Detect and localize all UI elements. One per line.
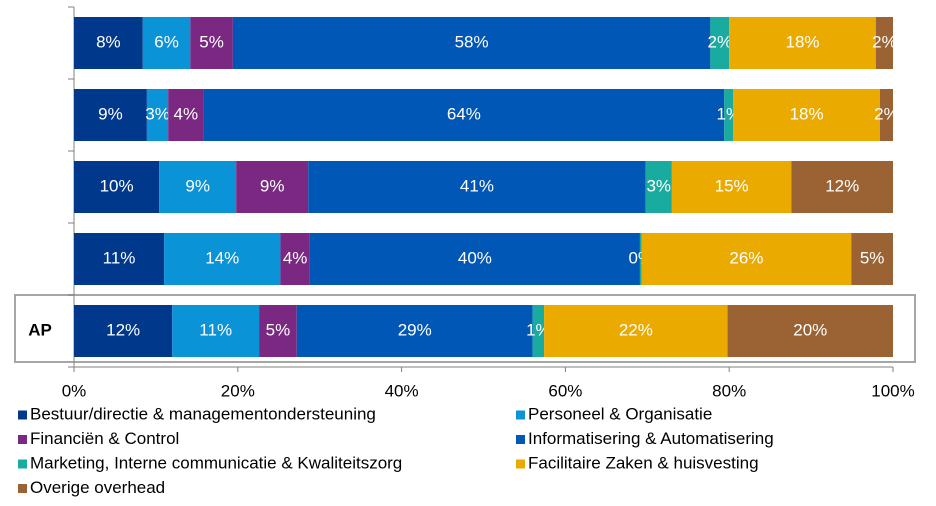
data-label: 12% — [825, 176, 859, 195]
bar-segment — [727, 305, 893, 357]
data-label: 10% — [100, 176, 134, 195]
bar-segment — [879, 89, 893, 141]
data-label: 41% — [460, 176, 494, 195]
legend-swatch — [18, 459, 27, 469]
bar-segment — [172, 305, 260, 357]
data-label: 40% — [458, 248, 492, 267]
legend-label: Bestuur/directie & managementondersteuni… — [30, 404, 376, 423]
legend-swatch — [516, 410, 525, 420]
bar-segment — [74, 305, 173, 357]
data-label: 3% — [646, 176, 671, 195]
bar-segment — [142, 17, 191, 69]
legend-label: Marketing, Interne communicatie & Kwalit… — [30, 453, 402, 472]
bar-segment — [309, 233, 640, 285]
bar-segment — [645, 161, 672, 213]
bar-segment — [791, 161, 893, 213]
legend-swatch — [516, 435, 525, 444]
bar-segment — [729, 17, 876, 69]
bar-segment — [164, 233, 281, 285]
data-label: 9% — [185, 176, 210, 195]
bar-segment — [203, 89, 725, 141]
bar-segment — [308, 161, 646, 213]
bar-segment — [296, 305, 533, 357]
bar-segment — [74, 17, 143, 69]
data-label: 58% — [455, 32, 489, 51]
bar-segment — [724, 89, 734, 141]
data-label: 29% — [398, 320, 432, 339]
data-label: 11% — [103, 248, 136, 267]
highlight-box — [14, 294, 916, 363]
legend-label: Informatisering & Automatisering — [528, 429, 774, 448]
bar-segment — [851, 233, 893, 285]
legend-label: Personeel & Organisatie — [528, 404, 712, 423]
x-tick-label: 0% — [62, 381, 87, 400]
data-label: 26% — [729, 248, 763, 267]
x-tick-label: 80% — [712, 381, 746, 400]
data-label: 2% — [707, 32, 732, 51]
legend-label: Overige overhead — [30, 478, 165, 497]
data-label: 4% — [174, 104, 199, 123]
bar-segment — [236, 161, 309, 213]
x-tick-label: 60% — [548, 381, 582, 400]
data-label: 8% — [96, 32, 121, 51]
bar-segment — [74, 233, 165, 285]
data-label: 12% — [106, 320, 140, 339]
bar-segment — [74, 161, 160, 213]
bar-segment — [710, 17, 730, 69]
data-label: 5% — [199, 32, 224, 51]
bar-segment — [159, 161, 237, 213]
bar-segment — [259, 305, 297, 357]
data-label: 14% — [205, 248, 239, 267]
x-tick-label: 40% — [385, 381, 419, 400]
data-label: 22% — [619, 320, 653, 339]
bar-segment — [641, 233, 852, 285]
data-label: 9% — [260, 176, 285, 195]
data-label: 18% — [785, 32, 819, 51]
data-label: 20% — [793, 320, 827, 339]
legend-swatch — [18, 410, 27, 420]
legend-label: Financiën & Control — [30, 429, 179, 448]
bar-segment — [544, 305, 728, 357]
data-label: 2% — [874, 104, 899, 123]
data-label: 64% — [447, 104, 481, 123]
bar-segment — [74, 89, 147, 141]
legend-swatch — [18, 484, 27, 493]
data-label: 9% — [98, 104, 123, 123]
data-label: 3% — [145, 104, 170, 123]
data-label: 5% — [860, 248, 885, 267]
bar-segment — [733, 89, 880, 141]
bar-segment — [168, 89, 204, 141]
legend-swatch — [18, 435, 27, 444]
data-label: 5% — [266, 320, 291, 339]
bar-segment — [190, 17, 233, 69]
x-tick-label: 100% — [871, 381, 914, 400]
data-label: 6% — [154, 32, 179, 51]
bar-segment — [280, 233, 310, 285]
data-label: 15% — [715, 176, 749, 195]
data-label: 11% — [199, 320, 232, 339]
bar-segment — [671, 161, 792, 213]
bar-segment — [875, 17, 893, 69]
bar-segment — [532, 305, 545, 357]
legend-label: Facilitaire Zaken & huisvesting — [528, 453, 759, 472]
bar-segment — [639, 233, 642, 285]
y-tick-label: AP — [28, 320, 52, 339]
data-label: 2% — [872, 32, 897, 51]
legend-swatch — [516, 459, 525, 469]
bar-segment — [232, 17, 711, 69]
data-label: 4% — [283, 248, 308, 267]
x-tick-label: 20% — [221, 381, 255, 400]
bar-segment — [146, 89, 169, 141]
data-label: 18% — [790, 104, 824, 123]
